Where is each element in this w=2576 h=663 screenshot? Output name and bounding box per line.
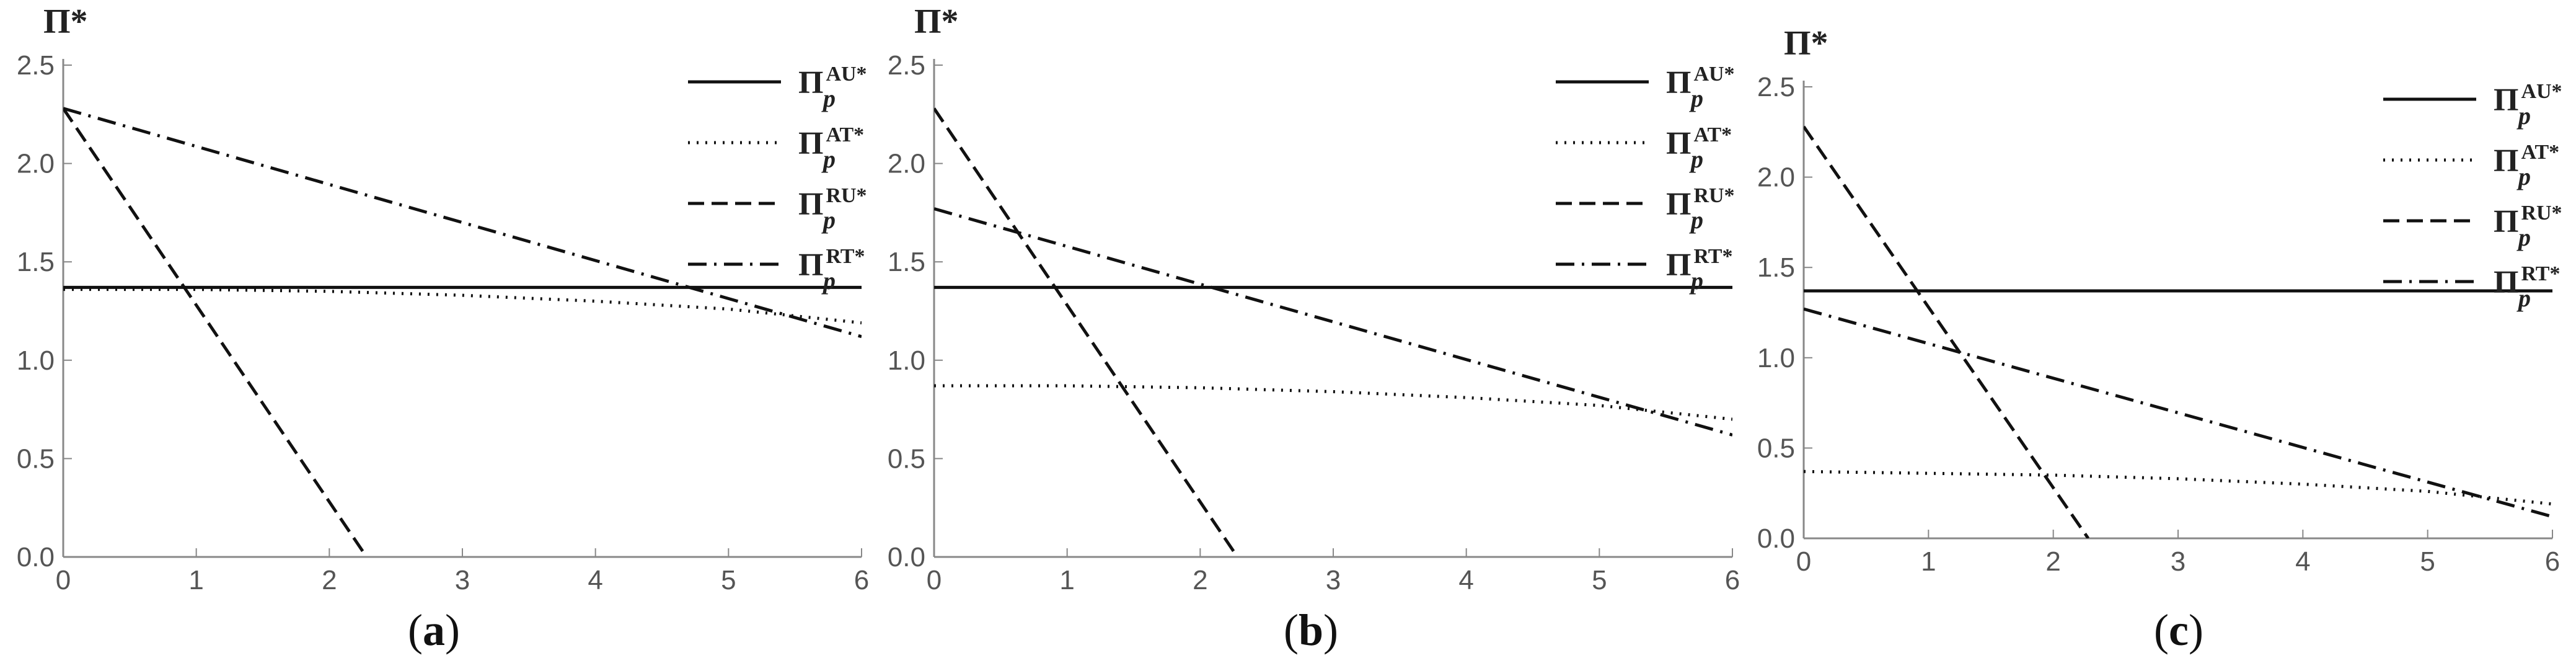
- legend-entry: Π RT*: [1666, 245, 1733, 283]
- x-tick-label: 0: [1796, 546, 1811, 577]
- y-tick-label: 0.5: [1757, 433, 1795, 463]
- series-line-dotted: [63, 288, 862, 325]
- y-tick-label: 1.5: [1757, 252, 1795, 283]
- series-line-dashed: [63, 107, 368, 557]
- y-tick-label: 2.5: [17, 50, 55, 81]
- y-tick-label: 1.0: [17, 345, 55, 376]
- x-tick-label: 4: [1458, 565, 1473, 595]
- x-tick-label: 0: [56, 565, 71, 595]
- legend-subscript: p: [2516, 102, 2531, 130]
- x-tick-label: 1: [188, 565, 203, 595]
- y-tick-label: 1.0: [1757, 343, 1795, 373]
- panel-a: 0 1 2 3 4 5 60.00.51.01.52.02.5Π*Π AU*pΠ AT*pΠ RU…: [17, 2, 869, 655]
- series-line-dashdot: [1804, 307, 2552, 518]
- x-tick-label: 3: [455, 565, 470, 595]
- x-tick-label: 4: [588, 565, 602, 595]
- x-tick-label: 6: [854, 565, 869, 595]
- x-tick-label: 0: [927, 565, 942, 595]
- y-tick-label: 0.5: [17, 443, 55, 474]
- y-tick-label: 2.5: [1757, 72, 1795, 102]
- legend-entry: Π AU*: [2494, 80, 2562, 118]
- y-axis-label: Π*: [1784, 24, 1828, 63]
- y-axis-label: Π*: [914, 2, 959, 41]
- legend-entry: Π AU*: [1666, 63, 1735, 100]
- legend-entry: Π RU*: [2494, 202, 2562, 239]
- x-tick-label: 5: [2420, 546, 2435, 577]
- y-tick-label: 0.0: [888, 542, 925, 572]
- legend-subscript: p: [2516, 284, 2531, 312]
- series-line-dashdot: [934, 207, 1732, 437]
- panel-caption: (a): [408, 605, 460, 655]
- panel-b: 0 1 2 3 4 5 60.00.51.01.52.02.5Π*Π AU*pΠ AT*pΠ RU…: [888, 2, 1740, 655]
- legend-subscript: p: [1689, 145, 1703, 173]
- x-tick-label: 1: [1059, 565, 1074, 595]
- legend-subscript: p: [821, 206, 836, 234]
- series-line-dashed: [1804, 125, 2090, 538]
- legend-subscript: p: [821, 84, 836, 112]
- series-line-dashdot: [63, 107, 862, 339]
- x-tick-label: 1: [1921, 546, 1936, 577]
- y-tick-label: 2.0: [17, 149, 55, 179]
- x-tick-label: 6: [1725, 565, 1740, 595]
- x-tick-label: 6: [2545, 546, 2560, 577]
- legend-entry: Π AT*: [1666, 123, 1732, 161]
- series-line-dashed: [934, 107, 1239, 557]
- panel-c: 0 1 2 3 4 5 60.00.51.01.52.02.5Π*Π AU*pΠ AT*pΠ RU…: [1757, 24, 2562, 655]
- y-tick-label: 2.0: [1757, 162, 1795, 193]
- y-tick-label: 1.5: [888, 247, 925, 277]
- y-tick-label: 0.0: [17, 542, 55, 572]
- x-tick-label: 5: [1592, 565, 1607, 595]
- y-tick-label: 0.5: [888, 443, 925, 474]
- legend-entry: Π RU*: [1666, 184, 1735, 222]
- legend-entry: Π AT*: [798, 123, 864, 161]
- x-tick-label: 4: [2295, 546, 2310, 577]
- legend-entry: Π AU*: [798, 63, 867, 100]
- legend-entry: Π RT*: [2494, 262, 2561, 300]
- legend-subscript: p: [1689, 84, 1703, 112]
- y-tick-label: 1.5: [17, 247, 55, 277]
- series-line-dotted: [934, 384, 1732, 421]
- x-tick-label: 3: [1326, 565, 1341, 595]
- y-tick-label: 2.0: [888, 149, 925, 179]
- x-tick-label: 2: [322, 565, 337, 595]
- legend-subscript: p: [821, 145, 836, 173]
- series-line-dotted: [1804, 469, 2552, 506]
- legend-entry: Π RT*: [798, 245, 865, 283]
- legend-entry: Π RU*: [798, 184, 867, 222]
- x-tick-label: 2: [2045, 546, 2060, 577]
- legend-subscript: p: [2516, 223, 2531, 251]
- y-axis-label: Π*: [43, 2, 88, 41]
- x-tick-label: 2: [1193, 565, 1207, 595]
- panel-caption: (c): [2154, 605, 2203, 655]
- legend-subscript: p: [821, 267, 836, 295]
- legend-subscript: p: [2516, 162, 2531, 190]
- legend-subscript: p: [1689, 206, 1703, 234]
- legend-entry: Π AT*: [2494, 141, 2559, 179]
- y-tick-label: 2.5: [888, 50, 925, 81]
- legend-subscript: p: [1689, 267, 1703, 295]
- panel-caption: (b): [1284, 605, 1338, 655]
- y-tick-label: 1.0: [888, 345, 925, 376]
- x-tick-label: 3: [2171, 546, 2186, 577]
- y-tick-label: 0.0: [1757, 523, 1795, 554]
- x-tick-label: 5: [721, 565, 736, 595]
